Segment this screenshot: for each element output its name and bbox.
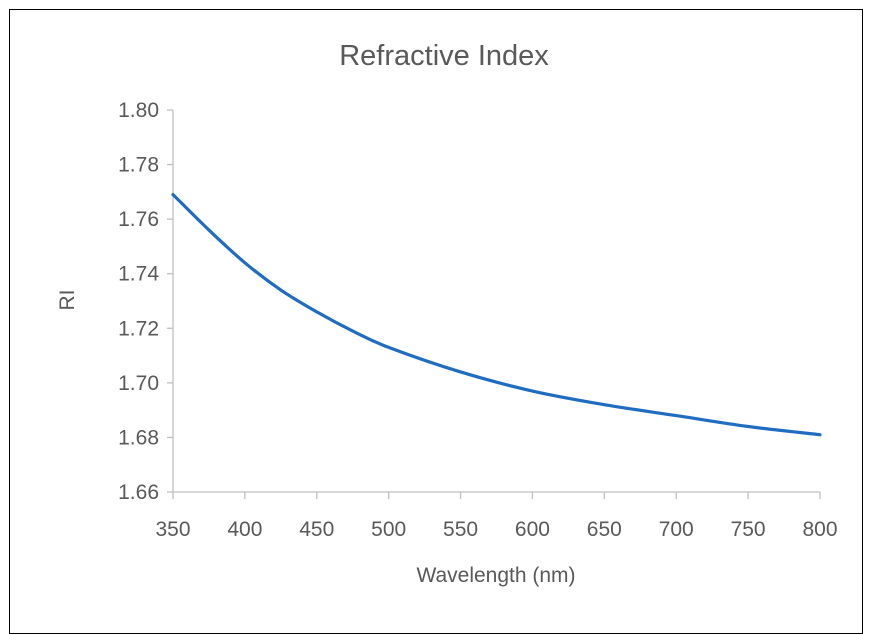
y-tick-label: 1.68 xyxy=(118,426,159,449)
x-tick-label: 600 xyxy=(515,518,550,541)
y-axis-title: RI xyxy=(56,290,79,311)
plot-area xyxy=(171,192,822,437)
y-tick-label: 1.70 xyxy=(118,372,159,395)
x-tick-label: 700 xyxy=(659,518,694,541)
x-tick-label: 400 xyxy=(227,518,262,541)
y-tick-label: 1.76 xyxy=(118,208,159,231)
chart-frame xyxy=(9,9,863,634)
refractive-index-chart: Refractive Index 1.66 1.68 1.70 1.72 1.74 1.7… xyxy=(56,40,838,587)
chart-title: Refractive Index xyxy=(339,40,549,72)
y-tick-label: 1.66 xyxy=(118,481,159,504)
x-tick-label: 550 xyxy=(443,518,478,541)
y-tick-label: 1.74 xyxy=(118,263,159,286)
y-tick-label: 1.78 xyxy=(118,154,159,177)
x-tick-label: 650 xyxy=(587,518,622,541)
y-tick-label: 1.72 xyxy=(118,317,159,340)
x-tick-label: 800 xyxy=(802,518,837,541)
y-axis: 1.66 1.68 1.70 1.72 1.74 1.76 1.78 1.80 xyxy=(118,99,174,504)
series-line-0 xyxy=(171,192,822,437)
x-tick-label: 450 xyxy=(299,518,334,541)
y-tick-label: 1.80 xyxy=(118,99,159,122)
x-tick-label: 500 xyxy=(371,518,406,541)
x-axis-title: Wavelength (nm) xyxy=(416,564,575,587)
x-tick-label: 350 xyxy=(155,518,190,541)
x-tick-label: 750 xyxy=(731,518,766,541)
x-axis: 350 400 450 500 550 600 650 700 750 800 xyxy=(155,491,838,541)
